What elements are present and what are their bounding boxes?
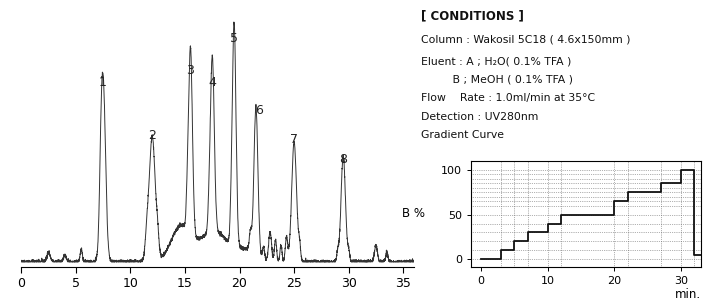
Text: 2: 2 (148, 128, 156, 142)
Text: 4: 4 (208, 75, 216, 88)
Text: 8: 8 (339, 153, 347, 165)
Text: 6: 6 (256, 105, 263, 118)
Text: 5: 5 (230, 32, 238, 45)
Text: 3: 3 (186, 64, 195, 77)
Text: 1: 1 (99, 75, 107, 88)
Text: Flow    Rate : 1.0ml/min at 35°C: Flow Rate : 1.0ml/min at 35°C (421, 93, 595, 103)
Y-axis label: B %: B % (401, 207, 425, 220)
Text: Eluent : A ; H₂O( 0.1% TFA ): Eluent : A ; H₂O( 0.1% TFA ) (421, 56, 571, 66)
X-axis label: min.: min. (675, 288, 701, 301)
Text: Gradient Curve: Gradient Curve (421, 130, 504, 140)
Text: Column : Wakosil 5C18 ( 4.6x150mm ): Column : Wakosil 5C18 ( 4.6x150mm ) (421, 35, 631, 45)
Text: Detection : UV280nm: Detection : UV280nm (421, 112, 539, 122)
Text: 7: 7 (290, 133, 298, 146)
Text: B ; MeOH ( 0.1% TFA ): B ; MeOH ( 0.1% TFA ) (421, 75, 573, 85)
Text: [ CONDITIONS ]: [ CONDITIONS ] (421, 9, 524, 22)
